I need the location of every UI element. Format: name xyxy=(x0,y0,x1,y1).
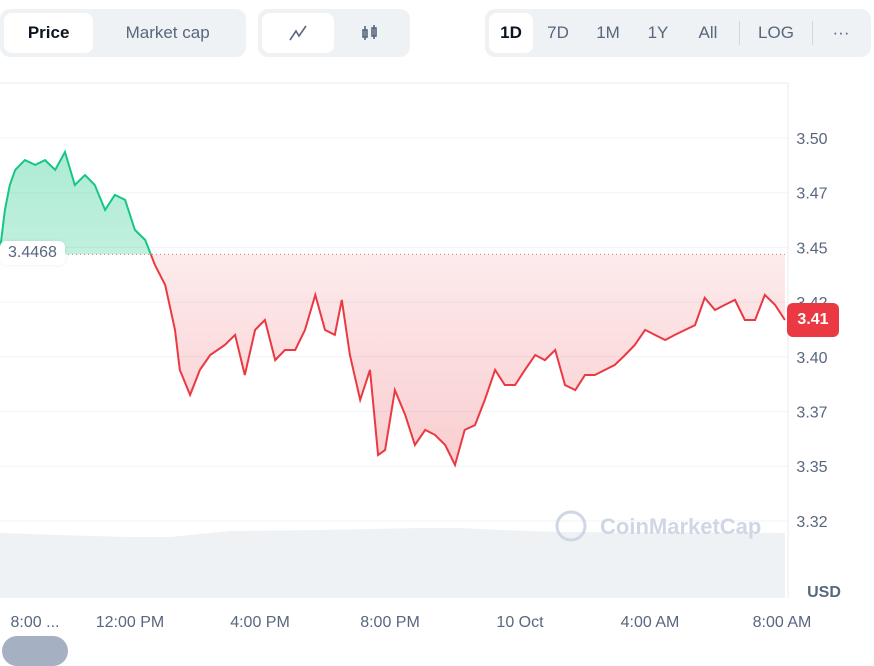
price-tab[interactable]: Price xyxy=(4,13,94,53)
watermark: CoinMarketCap xyxy=(600,514,761,539)
range-toggle: 1D 7D 1M 1Y All LOG ··· xyxy=(485,9,871,57)
y-tick-label: 3.45 xyxy=(796,240,827,257)
unit-label: USD xyxy=(807,584,841,601)
y-tick-label: 3.40 xyxy=(796,350,827,367)
x-tick-label: 12:00 PM xyxy=(96,614,164,631)
scroll-handle[interactable] xyxy=(2,636,68,666)
candlestick-button[interactable] xyxy=(334,13,406,53)
reference-price-badge: 3.4468 xyxy=(0,241,65,266)
market-cap-tab[interactable]: Market cap xyxy=(125,23,210,42)
x-tick-label: 10 Oct xyxy=(496,614,544,631)
y-tick-label: 3.50 xyxy=(796,131,827,148)
divider xyxy=(812,21,813,45)
price-area-up xyxy=(0,152,151,255)
y-tick-label: 3.47 xyxy=(796,186,827,203)
price-line-up xyxy=(0,149,152,255)
current-price-badge: 3.41 xyxy=(787,303,839,338)
candlestick-icon xyxy=(362,25,377,40)
y-tick-label: 3.35 xyxy=(796,459,827,476)
range-7d[interactable]: 7D xyxy=(547,23,569,42)
log-toggle[interactable]: LOG xyxy=(758,23,794,42)
range-1d[interactable]: 1D xyxy=(489,13,533,53)
volume-area xyxy=(0,528,785,598)
watermark-logo xyxy=(555,510,587,542)
x-tick-label: 8:00 ... xyxy=(11,614,60,631)
metric-toggle: Price Market cap xyxy=(0,9,246,57)
range-1y[interactable]: 1Y xyxy=(647,23,669,42)
chart-type-toggle xyxy=(258,9,410,57)
price-area-down xyxy=(0,254,785,465)
range-all[interactable]: All xyxy=(698,23,718,42)
price-line-down xyxy=(149,254,786,468)
divider xyxy=(739,21,740,45)
more-button[interactable]: ··· xyxy=(832,23,850,42)
x-tick-label: 8:00 PM xyxy=(360,614,420,631)
y-tick-label: 3.37 xyxy=(796,405,827,422)
range-1m[interactable]: 1M xyxy=(596,23,620,42)
x-tick-label: 4:00 AM xyxy=(621,614,680,631)
line-chart-button[interactable] xyxy=(262,13,334,53)
x-tick-label: 8:00 AM xyxy=(753,614,812,631)
x-tick-label: 4:00 PM xyxy=(230,614,290,631)
price-chart[interactable]: CoinMarketCap 3.503.473.453.423.403.373.… xyxy=(0,0,874,648)
line-chart-icon xyxy=(289,25,307,41)
y-tick-label: 3.32 xyxy=(796,514,827,531)
